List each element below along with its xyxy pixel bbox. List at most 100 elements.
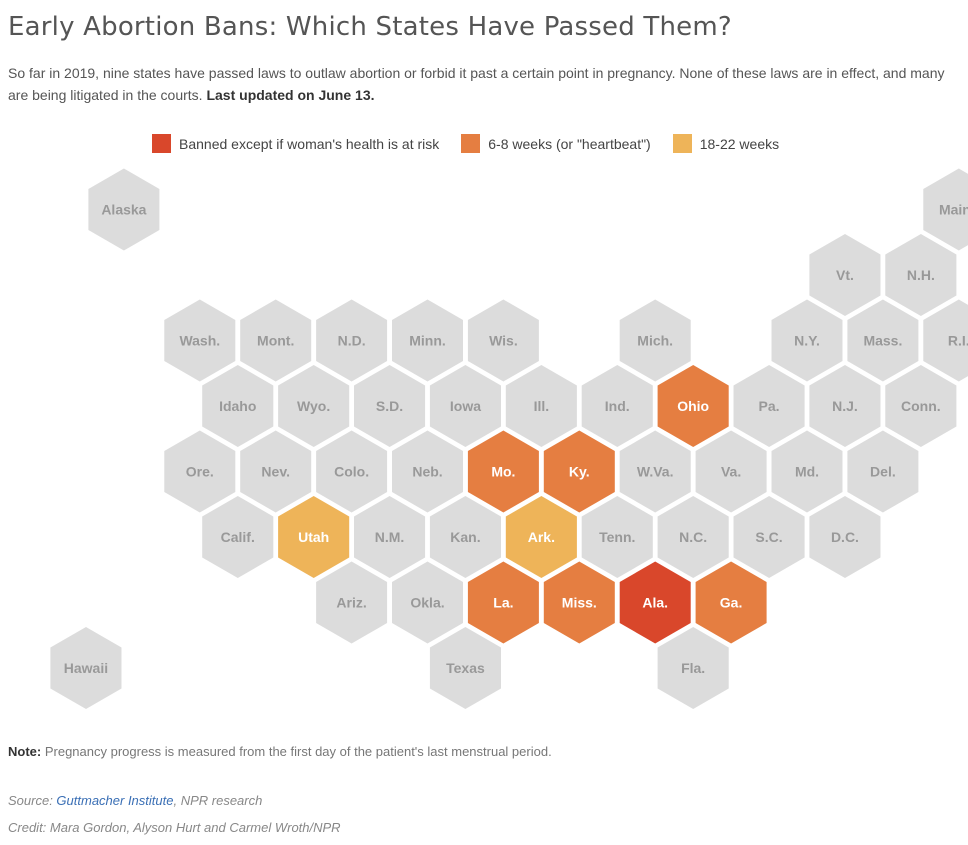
state-shape-pa	[733, 365, 805, 447]
state-hex-miss: Miss.	[543, 561, 615, 644]
state-label-va: Va.	[721, 464, 741, 480]
state-shape-wis	[467, 299, 539, 382]
state-shape-del	[847, 430, 919, 513]
state-hex-wis: Wis.	[467, 299, 539, 382]
state-shape-r-i	[923, 299, 968, 382]
state-shape-fla	[657, 627, 729, 709]
state-label-wyo: Wyo.	[297, 398, 330, 414]
state-label-minn: Minn.	[409, 333, 446, 349]
state-hex-nev: Nev.	[240, 430, 312, 513]
state-shape-colo	[316, 430, 388, 513]
state-hex-iowa: Iowa	[429, 365, 501, 447]
state-label-n-d: N.D.	[338, 333, 366, 349]
state-shape-conn	[885, 365, 957, 447]
state-label-md: Md.	[795, 464, 819, 480]
state-label-kan: Kan.	[450, 529, 480, 545]
state-hex-fla: Fla.	[657, 627, 729, 709]
state-hex-wyo: Wyo.	[278, 365, 350, 447]
state-shape-la	[467, 561, 539, 644]
state-shape-tenn	[581, 496, 653, 578]
state-label-n-y: N.Y.	[794, 333, 820, 349]
state-shape-ohio	[657, 365, 729, 447]
state-hex-w-va: W.Va.	[619, 430, 691, 513]
state-shape-alaska	[88, 168, 160, 251]
state-shape-ala	[619, 561, 691, 644]
state-shape-calif	[202, 496, 274, 578]
state-label-ark: Ark.	[528, 529, 555, 545]
state-hex-neb: Neb.	[392, 430, 463, 513]
state-hex-ohio: Ohio	[657, 365, 729, 447]
state-label-texas: Texas	[446, 660, 485, 676]
intro-body: So far in 2019, nine states have passed …	[8, 65, 945, 103]
state-hex-mass: Mass.	[847, 299, 919, 382]
state-label-n-j: N.J.	[832, 398, 858, 414]
legend-label-18-22-weeks: 18-22 weeks	[699, 135, 780, 152]
note-text: Pregnancy progress is measured from the …	[44, 744, 552, 759]
state-shape-mass	[847, 299, 919, 382]
state-hex-hawaii: Hawaii	[50, 627, 122, 709]
source-prefix: Source:	[8, 793, 57, 808]
state-shape-wyo	[278, 365, 350, 447]
state-label-pa: Pa.	[759, 398, 780, 414]
state-shape-ark	[505, 496, 577, 578]
state-hex-mo: Mo.	[467, 430, 539, 513]
state-hex-tenn: Tenn.	[581, 496, 653, 578]
state-label-wis: Wis.	[489, 333, 518, 349]
state-shape-nev	[240, 430, 312, 513]
state-label-tenn: Tenn.	[599, 529, 635, 545]
state-label-n-m: N.M.	[375, 529, 405, 545]
state-shape-kan	[429, 496, 501, 578]
state-shape-iowa	[429, 365, 501, 447]
state-label-mich: Mich.	[637, 333, 673, 349]
state-shape-hawaii	[50, 627, 122, 709]
state-label-ind: Ind.	[605, 398, 630, 414]
state-hex-ky: Ky.	[543, 430, 615, 513]
state-hex-ore: Ore.	[164, 430, 236, 513]
credit: Credit: Mara Gordon, Alyson Hurt and Car…	[8, 820, 341, 835]
state-label-mo: Mo.	[491, 464, 515, 480]
state-hex-n-y: N.Y.	[771, 299, 843, 382]
state-hex-alaska: Alaska	[88, 168, 160, 251]
state-label-idaho: Idaho	[219, 398, 256, 414]
state-label-del: Del.	[870, 464, 896, 480]
state-shape-ill	[505, 365, 577, 447]
state-hex-ark: Ark.	[505, 496, 577, 578]
state-label-alaska: Alaska	[101, 202, 146, 218]
state-label-calif: Calif.	[221, 529, 255, 545]
state-shape-minn	[392, 299, 463, 382]
state-shape-ind	[581, 365, 653, 447]
state-label-ill: Ill.	[534, 398, 550, 414]
state-label-okla: Okla.	[410, 595, 444, 611]
state-shape-n-y	[771, 299, 843, 382]
state-shape-n-m	[354, 496, 426, 578]
state-label-n-c: N.C.	[679, 529, 707, 545]
source-link[interactable]: Guttmacher Institute	[56, 793, 174, 808]
state-label-colo: Colo.	[334, 464, 369, 480]
state-hex-utah: Utah	[278, 496, 350, 578]
state-shape-okla	[392, 561, 463, 644]
legend-swatch-heartbeat	[461, 134, 481, 153]
state-shape-ga	[695, 561, 767, 644]
state-hex-del: Del.	[847, 430, 919, 513]
state-shape-ky	[543, 430, 615, 513]
state-label-ariz: Ariz.	[336, 595, 366, 611]
state-label-nev: Nev.	[261, 464, 290, 480]
state-label-d-c: D.C.	[831, 529, 859, 545]
legend-item-heartbeat: 6-8 weeks (or "heartbeat")	[461, 134, 651, 153]
state-shape-miss	[543, 561, 615, 644]
state-hex-ariz: Ariz.	[316, 561, 388, 644]
state-label-iowa: Iowa	[450, 398, 481, 414]
state-hex-d-c: D.C.	[809, 496, 881, 578]
state-label-ore: Ore.	[186, 464, 214, 480]
state-hex-s-d: S.D.	[354, 365, 426, 447]
state-hex-pa: Pa.	[733, 365, 805, 447]
hex-map: Alaska Maine Vt. N.H. Wash. Mont. N.D. Minn. Wis…	[50, 168, 968, 709]
state-shape-neb	[392, 430, 463, 513]
state-label-w-va: W.Va.	[637, 464, 674, 480]
state-shape-vt	[809, 234, 881, 316]
state-shape-wash	[164, 299, 236, 382]
state-label-mass: Mass.	[863, 333, 902, 349]
state-label-vt: Vt.	[836, 267, 854, 283]
state-hex-md: Md.	[771, 430, 843, 513]
state-shape-idaho	[202, 365, 274, 447]
